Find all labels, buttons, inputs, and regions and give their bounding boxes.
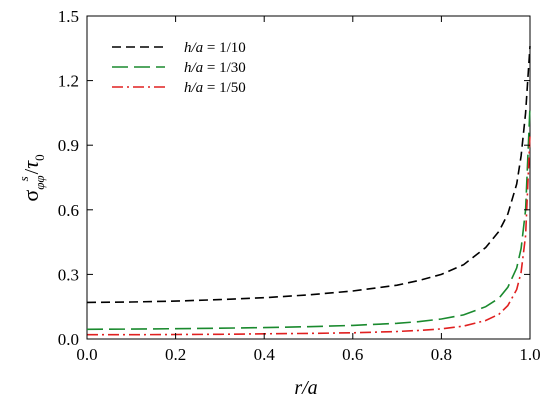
y-tick-label: 0.9 — [58, 136, 79, 155]
x-tick-label: 0.2 — [165, 345, 186, 364]
series-line-1 — [86, 46, 531, 304]
plot-frame — [86, 15, 531, 340]
y-axis-denominator: τ — [18, 160, 43, 169]
legend: h/a = 1/10 h/a = 1/30 h/a = 1/50 — [112, 40, 246, 96]
y-tick-label: 1.5 — [58, 7, 79, 26]
legend-label: h/a = 1/30 — [184, 60, 246, 76]
y-axis-title: σφφs /τ0 — [16, 154, 47, 201]
y-tick-label: 1.2 — [58, 72, 79, 91]
x-tick-label: 0.0 — [76, 345, 97, 364]
x-tick-label: 1.0 — [519, 345, 540, 364]
series-line-2 — [86, 106, 531, 331]
y-axis-denominator-subscript: 0 — [32, 154, 47, 161]
series-line-3 — [87, 134, 531, 336]
series-group — [86, 46, 531, 336]
x-tick-label: 0.4 — [254, 345, 276, 364]
legend-item: h/a = 1/30 — [112, 60, 246, 76]
y-tick-label: 0.3 — [58, 265, 79, 284]
plot-area — [86, 15, 531, 340]
axes: 0.0 0.2 0.4 0.6 0.8 1.0 0.0 0.3 0.6 0.9 1.2 1.5 — [58, 7, 541, 364]
legend-label: h/a = 1/50 — [184, 80, 246, 96]
y-tick-label: 0.6 — [58, 201, 79, 220]
x-tick-label: 0.8 — [431, 345, 452, 364]
legend-label: h/a = 1/10 — [184, 40, 246, 56]
y-axis-symbol: σ — [18, 190, 43, 202]
x-axis-title: r/a — [294, 377, 317, 399]
y-axis-superscript: s — [16, 176, 31, 181]
y-axis-slash: / — [21, 168, 43, 174]
y-axis-subscript: φφ — [32, 175, 47, 189]
svg-text:σφφs/τ0: σφφs /τ0 — [16, 154, 47, 201]
y-tick-label: 0.0 — [58, 330, 79, 349]
x-tick-label: 0.6 — [342, 345, 363, 364]
legend-item: h/a = 1/50 — [112, 80, 246, 96]
legend-item: h/a = 1/10 — [112, 40, 246, 56]
